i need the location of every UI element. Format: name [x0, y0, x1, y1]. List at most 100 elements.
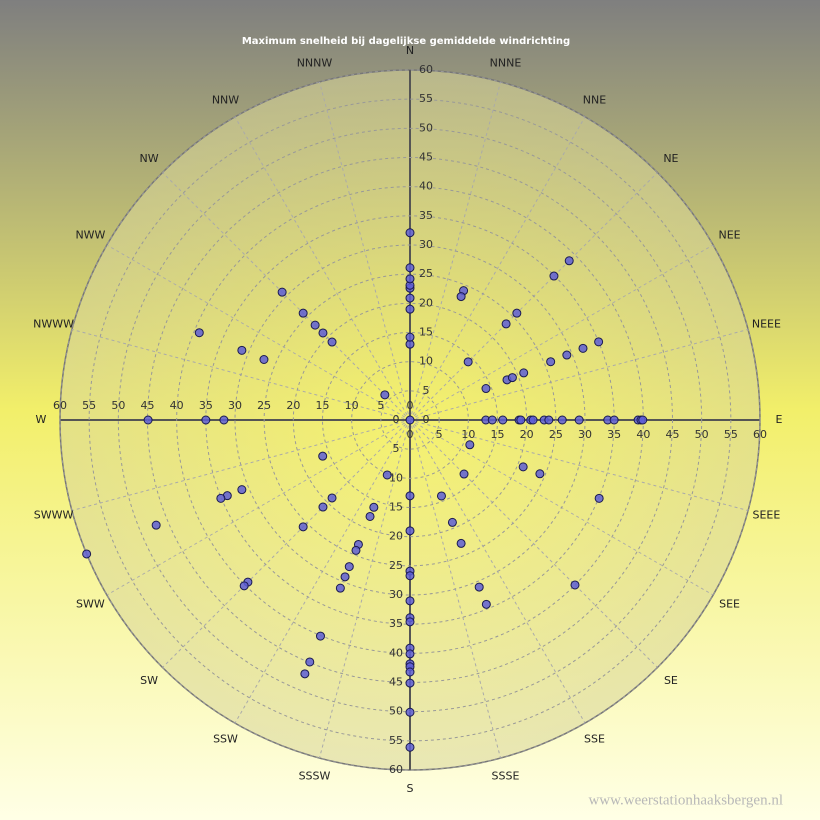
r-tick-label: 15	[419, 326, 433, 339]
point	[405, 263, 415, 273]
point	[318, 502, 328, 512]
r-tick-label: 0	[423, 413, 430, 426]
r-tick-label: 30	[578, 428, 592, 441]
spoke	[409, 419, 658, 668]
point	[340, 572, 350, 582]
spoke	[409, 419, 586, 724]
spoke	[162, 419, 411, 668]
point	[201, 415, 211, 425]
grid-ring	[263, 273, 557, 567]
r-tick-label: 60	[389, 763, 403, 776]
r-tick-label: 20	[286, 399, 300, 412]
r-tick-label: 20	[419, 296, 433, 309]
point	[481, 384, 491, 394]
point	[405, 571, 415, 581]
grid-ring	[322, 332, 498, 508]
r-tick-label: 55	[419, 92, 433, 105]
spoke	[409, 244, 714, 421]
direction-label: NEE	[718, 229, 740, 242]
r-tick-label: 15	[389, 501, 403, 514]
point	[498, 415, 508, 425]
grid-ring	[88, 98, 732, 742]
grid-ring	[380, 390, 440, 450]
r-tick-label: 60	[53, 399, 67, 412]
grid-ring	[234, 244, 586, 596]
point	[194, 328, 204, 338]
direction-label: SSSW	[299, 769, 331, 782]
r-tick-label: 50	[389, 705, 403, 718]
r-tick-label: 35	[607, 428, 621, 441]
direction-label: SW	[140, 674, 158, 687]
point	[305, 657, 315, 667]
point	[519, 368, 529, 378]
point	[318, 451, 328, 461]
point	[638, 415, 648, 425]
point	[549, 271, 559, 281]
r-tick-label: 40	[419, 180, 433, 193]
point	[405, 617, 415, 627]
point	[436, 491, 446, 501]
direction-label: SEE	[719, 598, 740, 611]
r-tick-label: 45	[419, 151, 433, 164]
r-tick-label: 60	[753, 428, 767, 441]
direction-label: NWW	[75, 229, 105, 242]
point	[570, 580, 580, 590]
direction-label: E	[776, 413, 783, 426]
point	[405, 274, 415, 284]
point	[327, 493, 337, 503]
point	[518, 462, 528, 472]
point	[405, 228, 415, 238]
point	[405, 332, 415, 342]
point	[564, 256, 574, 266]
point	[546, 357, 556, 367]
r-tick-label: 45	[389, 676, 403, 689]
point	[351, 545, 361, 555]
r-tick-label: 10	[419, 355, 433, 368]
point	[335, 583, 345, 593]
r-tick-label: 40	[636, 428, 650, 441]
direction-label: W	[36, 413, 47, 426]
direction-label: NE	[663, 152, 678, 165]
r-tick-label: 25	[419, 267, 433, 280]
point	[239, 581, 249, 591]
point	[382, 470, 392, 480]
point	[151, 520, 161, 530]
r-tick-label: 20	[520, 428, 534, 441]
point	[609, 415, 619, 425]
r-tick-label: 30	[419, 238, 433, 251]
point	[298, 308, 308, 318]
direction-label: NNE	[583, 93, 606, 106]
point	[344, 562, 354, 572]
point	[405, 596, 415, 606]
point	[501, 319, 511, 329]
r-tick-label: 60	[419, 63, 433, 76]
point	[528, 415, 538, 425]
point	[405, 742, 415, 752]
r-tick-label: 5	[377, 399, 384, 412]
r-tick-label: 5	[393, 442, 400, 455]
point	[365, 511, 375, 521]
r-tick-label: 0	[407, 399, 414, 412]
point	[300, 669, 310, 679]
point	[507, 373, 517, 383]
point	[259, 355, 269, 365]
direction-label: SSE	[584, 733, 605, 746]
spoke	[409, 328, 749, 421]
point	[459, 469, 469, 479]
direction-label: SSSE	[492, 769, 520, 782]
point	[594, 493, 604, 503]
r-tick-label: 15	[491, 428, 505, 441]
grid-ring	[351, 361, 469, 479]
point	[380, 390, 390, 400]
point	[327, 337, 337, 347]
direction-label: NNNE	[490, 57, 522, 70]
point	[405, 678, 415, 688]
r-tick-label: 10	[461, 428, 475, 441]
r-tick-label: 5	[423, 384, 430, 397]
r-tick-label: 20	[389, 530, 403, 543]
point	[237, 345, 247, 355]
chart-title: Maximum snelheid bij dagelijkse gemiddel…	[242, 36, 570, 47]
point	[447, 517, 457, 527]
point	[535, 469, 545, 479]
point	[318, 328, 328, 338]
